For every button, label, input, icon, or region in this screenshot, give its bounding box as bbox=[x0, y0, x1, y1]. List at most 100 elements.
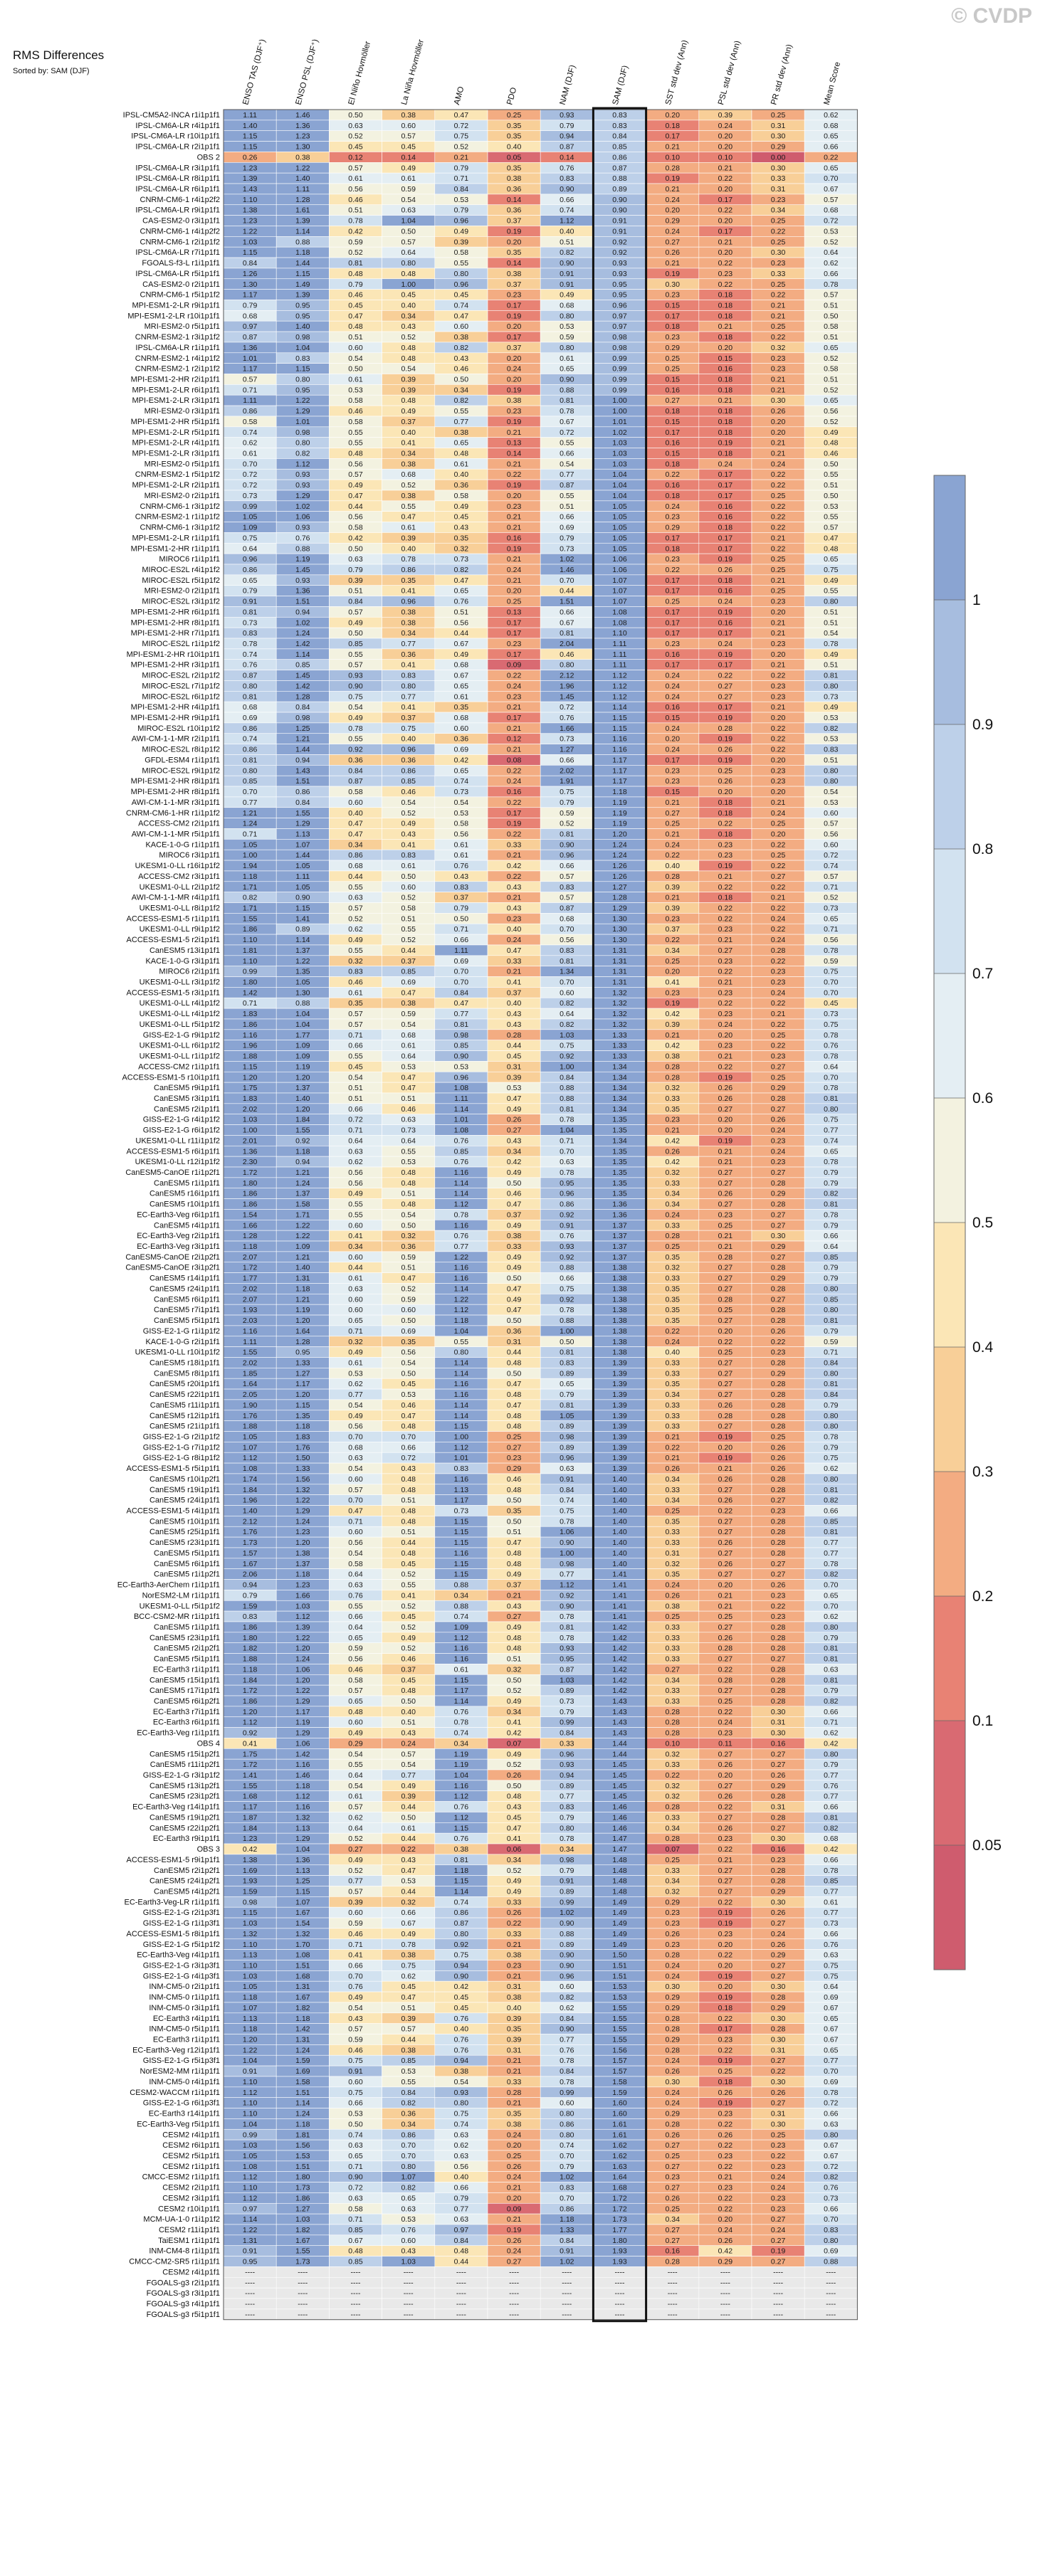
cell-value: 0.22 bbox=[824, 153, 839, 162]
cell-value: 0.84 bbox=[401, 2089, 416, 2097]
cell-value: 0.45 bbox=[401, 1983, 416, 1991]
cell-value: 0.37 bbox=[507, 1581, 522, 1590]
cell-value: 0.40 bbox=[401, 1708, 416, 1716]
cell-value: 0.76 bbox=[454, 1803, 469, 1812]
cell-value: 0.67 bbox=[824, 2025, 839, 2034]
cell-value: 0.79 bbox=[824, 1443, 839, 1452]
cell-value: 1.33 bbox=[612, 1042, 627, 1050]
cell-value: 0.29 bbox=[771, 1782, 786, 1790]
cell-value: 1.84 bbox=[243, 1824, 258, 1832]
cell-value: 0.19 bbox=[718, 1909, 733, 1917]
cell-value: 0.87 bbox=[560, 1665, 574, 1674]
cell-value: 0.21 bbox=[718, 396, 733, 405]
cell-value: 0.65 bbox=[348, 1634, 363, 1642]
cell-value: 1.39 bbox=[295, 291, 310, 300]
cell-value: 0.25 bbox=[665, 1612, 680, 1621]
cell-value: 0.55 bbox=[824, 513, 839, 522]
cell-value: 0.28 bbox=[771, 1993, 786, 2002]
cell-value: 0.39 bbox=[348, 576, 363, 585]
row-label: MPI-ESM1-2-LR r4i1p1f1 bbox=[132, 439, 221, 448]
cell-value: 0.68 bbox=[824, 1835, 839, 1843]
cell-value: 1.29 bbox=[295, 1729, 310, 1738]
cell-value: 0.26 bbox=[718, 1634, 733, 1642]
cell-value: 0.32 bbox=[665, 1750, 680, 1758]
cell-value: 0.33 bbox=[665, 1179, 680, 1188]
cell-value: 0.24 bbox=[771, 460, 786, 468]
cell-value: 0.24 bbox=[665, 196, 680, 204]
cell-value: 1.64 bbox=[295, 1327, 310, 1336]
cell-value: 0.23 bbox=[771, 968, 786, 976]
cell-value: 2.01 bbox=[243, 1136, 258, 1145]
cell-value: 0.27 bbox=[771, 1221, 786, 1230]
cell-value: 0.23 bbox=[507, 502, 522, 511]
column-header: ENSO TAS (DJF⁺) bbox=[241, 38, 267, 106]
row-label: CMCC-ESM2 r1i1p1f1 bbox=[142, 2173, 220, 2182]
cell-value: 0.67 bbox=[824, 185, 839, 194]
cell-value: 0.30 bbox=[771, 2078, 786, 2086]
cell-value: 0.80 bbox=[824, 1412, 839, 1420]
cell-value: 0.29 bbox=[665, 344, 680, 352]
cell-value: 0.64 bbox=[348, 1771, 363, 1780]
cell-value: 1.15 bbox=[454, 1538, 469, 1547]
cell-value: 0.86 bbox=[243, 566, 258, 574]
cell-value: 0.11 bbox=[718, 1739, 732, 1748]
cell-value: 1.14 bbox=[454, 1190, 469, 1198]
cell-value: 0.28 bbox=[771, 1549, 786, 1558]
cell-value: 0.45 bbox=[348, 143, 363, 152]
cell-value: 0.45 bbox=[454, 1993, 469, 2002]
cell-value: 0.82 bbox=[560, 248, 574, 257]
cell-value: 0.30 bbox=[771, 248, 786, 257]
cell-value: 0.21 bbox=[507, 460, 522, 468]
cell-value: 0.22 bbox=[718, 2120, 733, 2128]
cell-value: 0.58 bbox=[348, 788, 363, 796]
cell-value: 0.16 bbox=[771, 1739, 786, 1748]
cell-value: 0.18 bbox=[718, 312, 733, 320]
cell-value: 0.28 bbox=[771, 1284, 786, 1293]
cell-value: 1.13 bbox=[295, 1867, 310, 1875]
cell-value: 0.95 bbox=[295, 301, 310, 310]
cell-value: 0.22 bbox=[718, 2163, 733, 2171]
cell-value: 0.22 bbox=[665, 566, 680, 574]
cell-value: 0.24 bbox=[771, 809, 786, 818]
cell-value: 0.27 bbox=[718, 1179, 733, 1188]
cell-value: 0.30 bbox=[665, 280, 680, 289]
cell-value: 0.54 bbox=[401, 798, 416, 807]
cell-value: 0.75 bbox=[560, 1042, 574, 1050]
cell-value: 0.73 bbox=[454, 1507, 469, 1516]
cell-value: 1.03 bbox=[612, 439, 627, 448]
cell-value: 1.00 bbox=[560, 1327, 574, 1336]
cell-value: 0.25 bbox=[771, 1073, 786, 1082]
cell-value: 0.61 bbox=[348, 375, 363, 384]
cell-value: 0.20 bbox=[718, 1126, 733, 1135]
cell-value: 0.86 bbox=[295, 788, 310, 796]
cell-value: 0.65 bbox=[824, 164, 839, 172]
cell-value: 0.80 bbox=[243, 766, 258, 775]
cell-value: 0.78 bbox=[560, 1612, 574, 1621]
cell-value: 0.53 bbox=[824, 798, 839, 807]
cell-value: 0.35 bbox=[401, 1338, 416, 1346]
cell-value: 0.31 bbox=[665, 1549, 680, 1558]
cell-value: 0.43 bbox=[507, 883, 522, 892]
cell-value: 1.18 bbox=[295, 1284, 310, 1293]
cell-value: 0.25 bbox=[507, 1432, 522, 1441]
cell-value: 0.84 bbox=[348, 766, 363, 775]
cell-value: 0.51 bbox=[348, 587, 363, 596]
cell-value: 0.82 bbox=[295, 450, 310, 458]
row-label: MPI-ESM1-2-LR r3i1p1f1 bbox=[132, 396, 221, 405]
cell-value: 0.75 bbox=[824, 566, 839, 574]
cell-value: 0.77 bbox=[560, 1793, 574, 1801]
cell-value: 1.15 bbox=[243, 132, 258, 141]
cell-value: 0.77 bbox=[824, 1538, 839, 1547]
cell-value: 0.22 bbox=[718, 2205, 733, 2213]
cell-value: 1.84 bbox=[295, 1116, 310, 1124]
cell-value: 1.24 bbox=[295, 2046, 310, 2054]
cell-value: 0.30 bbox=[771, 1232, 786, 1240]
cell-value: 0.56 bbox=[401, 1348, 416, 1357]
cell-value: 0.27 bbox=[348, 1845, 363, 1854]
cell-value: 1.81 bbox=[295, 2131, 310, 2139]
row-label: CanESM5 r2i1p2f1 bbox=[154, 1645, 220, 1653]
cell-value: 0.56 bbox=[824, 830, 839, 838]
cell-value: 0.60 bbox=[348, 344, 363, 352]
cell-value: 0.25 bbox=[771, 587, 786, 596]
cell-value: 0.42 bbox=[348, 227, 363, 236]
